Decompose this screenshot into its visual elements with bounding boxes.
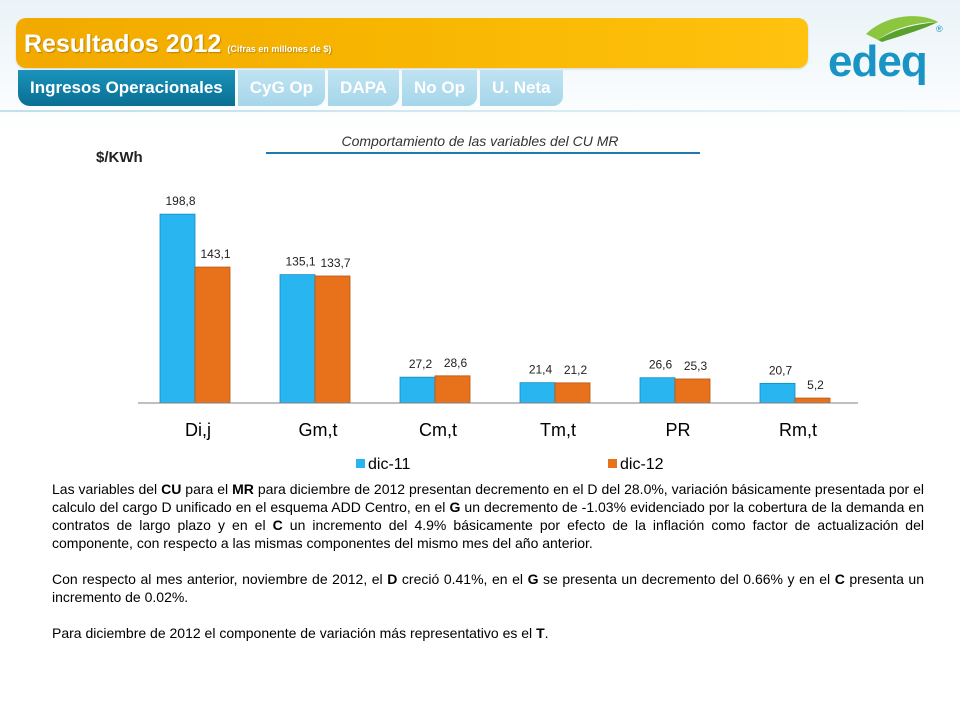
- category-label-Tm,t: Tm,t: [540, 420, 576, 440]
- bar-dic-12-PR: [674, 378, 711, 404]
- bar-dic-11-Di,j: [159, 213, 196, 404]
- category-label-PR: PR: [665, 420, 690, 440]
- data-label-dic-12-Di,j: 143,1: [200, 247, 230, 261]
- legend-label-dic-12: dic-12: [620, 456, 664, 473]
- bar-dic-12-Rm,t: [794, 397, 831, 404]
- data-label-dic-12-Cm,t: 28,6: [444, 356, 468, 370]
- bar-dic-11-Tm,t: [519, 382, 556, 404]
- chart-legend: dic-11 dic-12: [356, 456, 664, 473]
- tab-ingresos-operacionales[interactable]: Ingresos Operacionales: [18, 70, 235, 106]
- bold-term: T: [536, 625, 545, 641]
- legend-label-dic-11: dic-11: [368, 456, 410, 473]
- bar-dic-11-PR: [639, 377, 676, 404]
- legend-swatch-dic-11: [356, 459, 365, 468]
- data-label-dic-12-Gm,t: 133,7: [320, 256, 350, 270]
- logo-leaf-shadow: [878, 22, 938, 42]
- category-label-Gm,t: Gm,t: [299, 420, 338, 440]
- bold-term: G: [527, 571, 539, 587]
- text-run: un incremento del 4.9% básicamente por e…: [52, 517, 924, 551]
- text-run: presenta un incremento de 0.02%.: [52, 571, 925, 605]
- category-label-Rm,t: Rm,t: [779, 420, 817, 440]
- logo-leaf-icon: [866, 16, 938, 40]
- text-run: Las variables del: [52, 481, 162, 497]
- bold-term: MR: [232, 481, 254, 497]
- text-run: se presenta un decremento del 0.66% y en…: [538, 571, 835, 587]
- data-label-dic-11-PR: 26,6: [649, 358, 673, 372]
- bar-dic-12-Gm,t: [314, 275, 351, 404]
- bar-dic-11-Rm,t: [759, 382, 796, 404]
- bold-term: C: [272, 517, 283, 533]
- text-run: .: [544, 625, 549, 641]
- category-labels: Di,j Gm,t Cm,t Tm,t PR Rm,t: [185, 420, 817, 440]
- paragraph-2: Con respecto al mes anterior, noviembre …: [52, 570, 924, 606]
- chart-title: Comportamiento de las variables del CU M…: [342, 133, 619, 149]
- data-label-dic-11-Rm,t: 20,7: [769, 363, 793, 377]
- text-run: Para diciembre de 2012 el componente de …: [52, 625, 537, 641]
- text-run: para diciembre de 2012 presentan decreme…: [52, 481, 924, 515]
- logo-wordmark: edeq: [828, 37, 927, 86]
- tab-dapa[interactable]: DAPA: [328, 70, 399, 106]
- paragraph-1: Las variables del CU para el MR para dic…: [52, 480, 924, 552]
- title-bar: [16, 18, 808, 68]
- data-label-dic-11-Tm,t: 21,4: [529, 363, 553, 377]
- page-title: Resultados 2012 (Cifras en millones de $): [24, 24, 331, 64]
- bold-term: G: [449, 499, 461, 515]
- bold-term: CU: [161, 481, 182, 497]
- tab-u-neta[interactable]: U. Neta: [479, 70, 563, 106]
- legend-swatch-dic-12: [608, 459, 617, 468]
- y-axis-label: $/KWh: [96, 149, 143, 166]
- data-label-dic-11-Di,j: 198,8: [165, 194, 195, 208]
- bar-dic-11-Cm,t: [399, 376, 436, 404]
- bold-term: D: [387, 571, 398, 587]
- data-label-dic-11-Cm,t: 27,2: [409, 357, 433, 371]
- bar-dic-11-Gm,t: [279, 274, 316, 404]
- logo-registered-mark: ®: [936, 24, 943, 34]
- text-run: creció 0.41%, en el: [397, 571, 528, 587]
- tab-cyg-op[interactable]: CyG Op: [237, 70, 326, 106]
- data-label-dic-12-Rm,t: 5,2: [807, 378, 824, 392]
- paragraph-3: Para diciembre de 2012 el componente de …: [52, 624, 924, 642]
- bar-dic-12-Tm,t: [554, 382, 591, 404]
- section-tabs: Ingresos Operacionales CyG Op DAPA No Op…: [18, 70, 566, 106]
- chart-bars: 198,8 143,1 135,1 133,7 27,2 28,6 21,4 21,2 26,6…: [159, 194, 831, 404]
- tab-no-op[interactable]: No Op: [401, 70, 477, 106]
- bar-dic-12-Di,j: [194, 266, 231, 404]
- text-run: un decremento de -1.03% evidenciado por …: [52, 499, 924, 533]
- data-label-dic-11-Gm,t: 135,1: [285, 255, 315, 269]
- header-divider: [0, 110, 960, 112]
- bar-dic-12-Cm,t: [434, 375, 471, 404]
- title-subtitle: (Cifras en millones de $): [227, 44, 332, 54]
- bold-term: C: [834, 571, 845, 587]
- analysis-text: Las variables del CU para el MR para dic…: [52, 480, 924, 642]
- title-text: Resultados 2012: [24, 30, 222, 58]
- text-run: Con respecto al mes anterior, noviembre …: [52, 571, 388, 587]
- edeq-logo: edeq ®: [828, 16, 943, 86]
- category-label-Di,j: Di,j: [185, 420, 211, 440]
- cu-mr-bar-chart: Comportamiento de las variables del CU M…: [96, 133, 858, 473]
- category-label-Cm,t: Cm,t: [419, 420, 457, 440]
- text-run: para el: [181, 481, 233, 497]
- data-label-dic-12-Tm,t: 21,2: [564, 363, 588, 377]
- data-label-dic-12-PR: 25,3: [684, 359, 708, 373]
